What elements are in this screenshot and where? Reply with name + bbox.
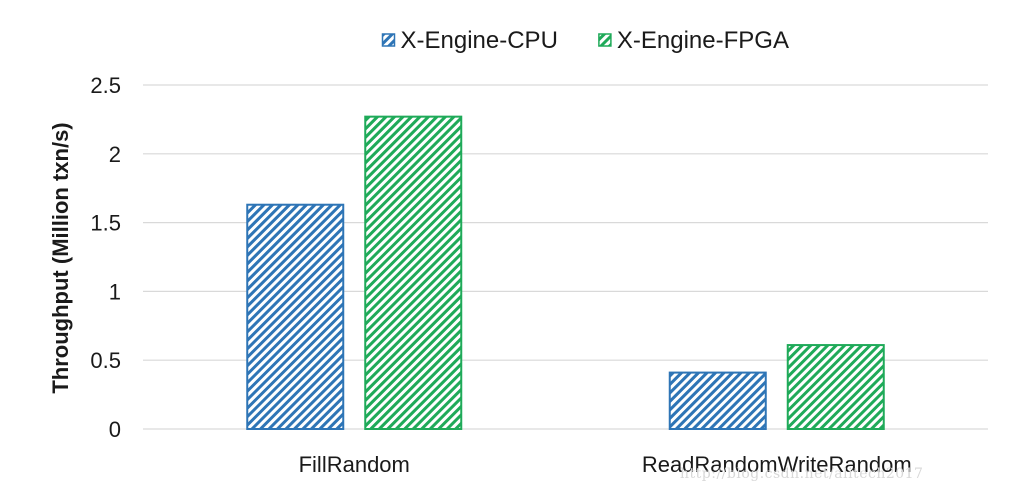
x-tick-label: ReadRandomWriteRandom xyxy=(642,452,912,477)
x-tick-label: FillRandom xyxy=(299,452,410,477)
bar-x-engine-fpga-fillrandom xyxy=(364,115,463,430)
legend-label: X-Engine-FPGA xyxy=(617,27,789,54)
y-axis-label: Throughput (Million txn/s) xyxy=(48,122,73,393)
legend: X-Engine-CPU X-Engine-FPGA xyxy=(381,27,789,54)
legend-swatch xyxy=(381,33,396,47)
bars xyxy=(246,115,885,431)
watermark-text: http://blog.csdn.net/alitech2017 xyxy=(680,466,924,482)
bar-x-engine-fpga-readrandomwriterandom xyxy=(786,344,885,430)
y-tick-label: 2.5 xyxy=(90,73,121,98)
y-tick-label: 0 xyxy=(109,417,121,442)
legend-swatch xyxy=(598,33,612,47)
y-tick-label: 1 xyxy=(109,279,121,304)
y-tick-label: 0.5 xyxy=(90,348,121,373)
y-tick-label: 1.5 xyxy=(90,211,121,236)
axes: 0 0.5 1 1.5 2 2.5 FillRandom ReadRandomWriteRan… xyxy=(90,73,911,477)
bar-x-engine-cpu-readrandomwriterandom xyxy=(668,371,767,431)
bar-x-engine-cpu-fillrandom xyxy=(246,203,345,430)
y-tick-label: 2 xyxy=(109,142,121,167)
legend-label: X-Engine-CPU xyxy=(401,27,558,54)
